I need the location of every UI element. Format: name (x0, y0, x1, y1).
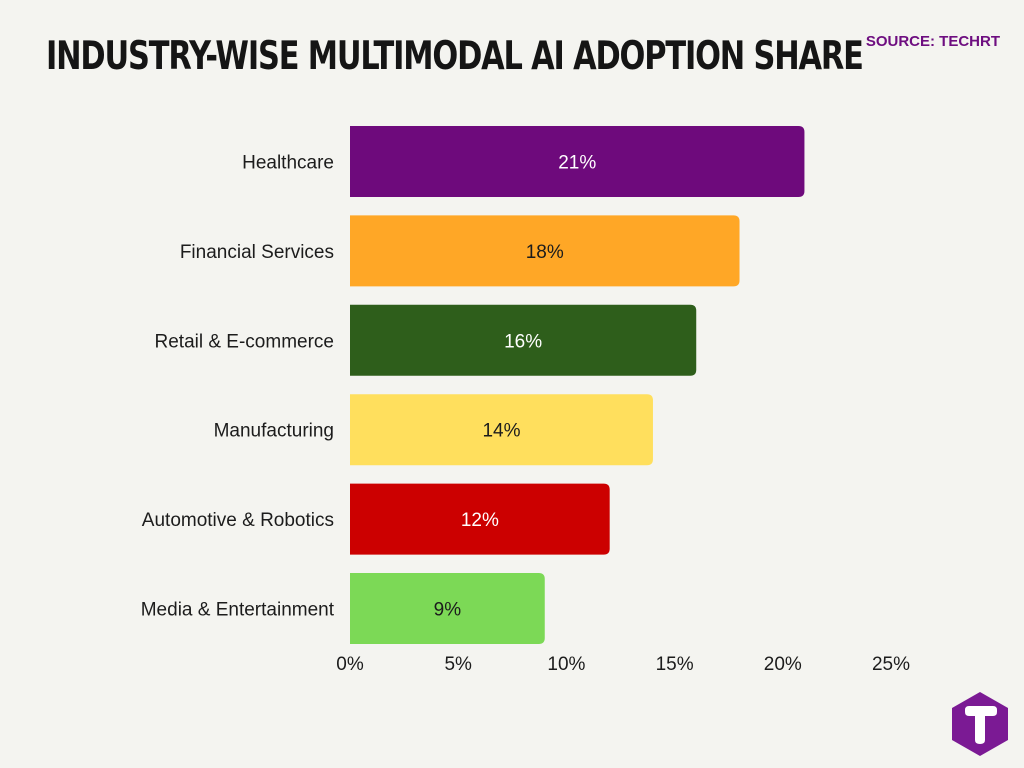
bar-value-label-automotive-and-robotics: 12% (461, 510, 499, 531)
x-tick-label: 10% (547, 654, 585, 675)
bar-financial-services (350, 215, 740, 287)
bars (350, 126, 805, 644)
bar-value-label-media-and-entertainment: 9% (434, 600, 462, 621)
bar-retail-and-e-commerce (350, 304, 697, 376)
bar-value-label-retail-and-e-commerce: 16% (504, 331, 542, 352)
x-tick-label: 0% (336, 654, 364, 675)
bar-value-label-financial-services: 18% (526, 242, 564, 263)
chart-title: INDUSTRY-WISE MULTIMODAL AI ADOPTION SHA… (46, 34, 864, 79)
category-label-media-and-entertainment: Media & Entertainment (141, 600, 335, 621)
category-label-retail-and-e-commerce: Retail & E-commerce (155, 331, 335, 352)
source-credit: SOURCE: TECHRT (865, 33, 1000, 50)
x-tick-label: 5% (444, 654, 472, 675)
bar-value-label-healthcare: 21% (558, 153, 596, 174)
x-tick-label: 15% (656, 654, 694, 675)
bar-media-and-entertainment (350, 573, 545, 644)
techrt-hexagon-t-logo-icon (952, 692, 1008, 756)
bar-manufacturing (350, 394, 653, 466)
bar-healthcare (350, 126, 805, 197)
x-tick-label: 25% (872, 654, 910, 675)
bar-value-label-manufacturing: 14% (482, 421, 520, 442)
category-label-manufacturing: Manufacturing (214, 421, 334, 442)
bar-value-labels: 21% 18% 16% 14% 12% 9% (434, 153, 597, 621)
category-label-financial-services: Financial Services (180, 242, 334, 263)
x-tick-label: 20% (764, 654, 802, 675)
x-axis-tick-labels: 0% 5% 10% 15% 20% 25% (336, 654, 910, 675)
category-label-healthcare: Healthcare (242, 153, 334, 174)
category-labels: Healthcare Financial Services Retail & E-c… (141, 153, 335, 621)
bar-automotive-and-robotics (350, 483, 610, 555)
category-label-automotive-and-robotics: Automotive & Robotics (142, 510, 334, 531)
